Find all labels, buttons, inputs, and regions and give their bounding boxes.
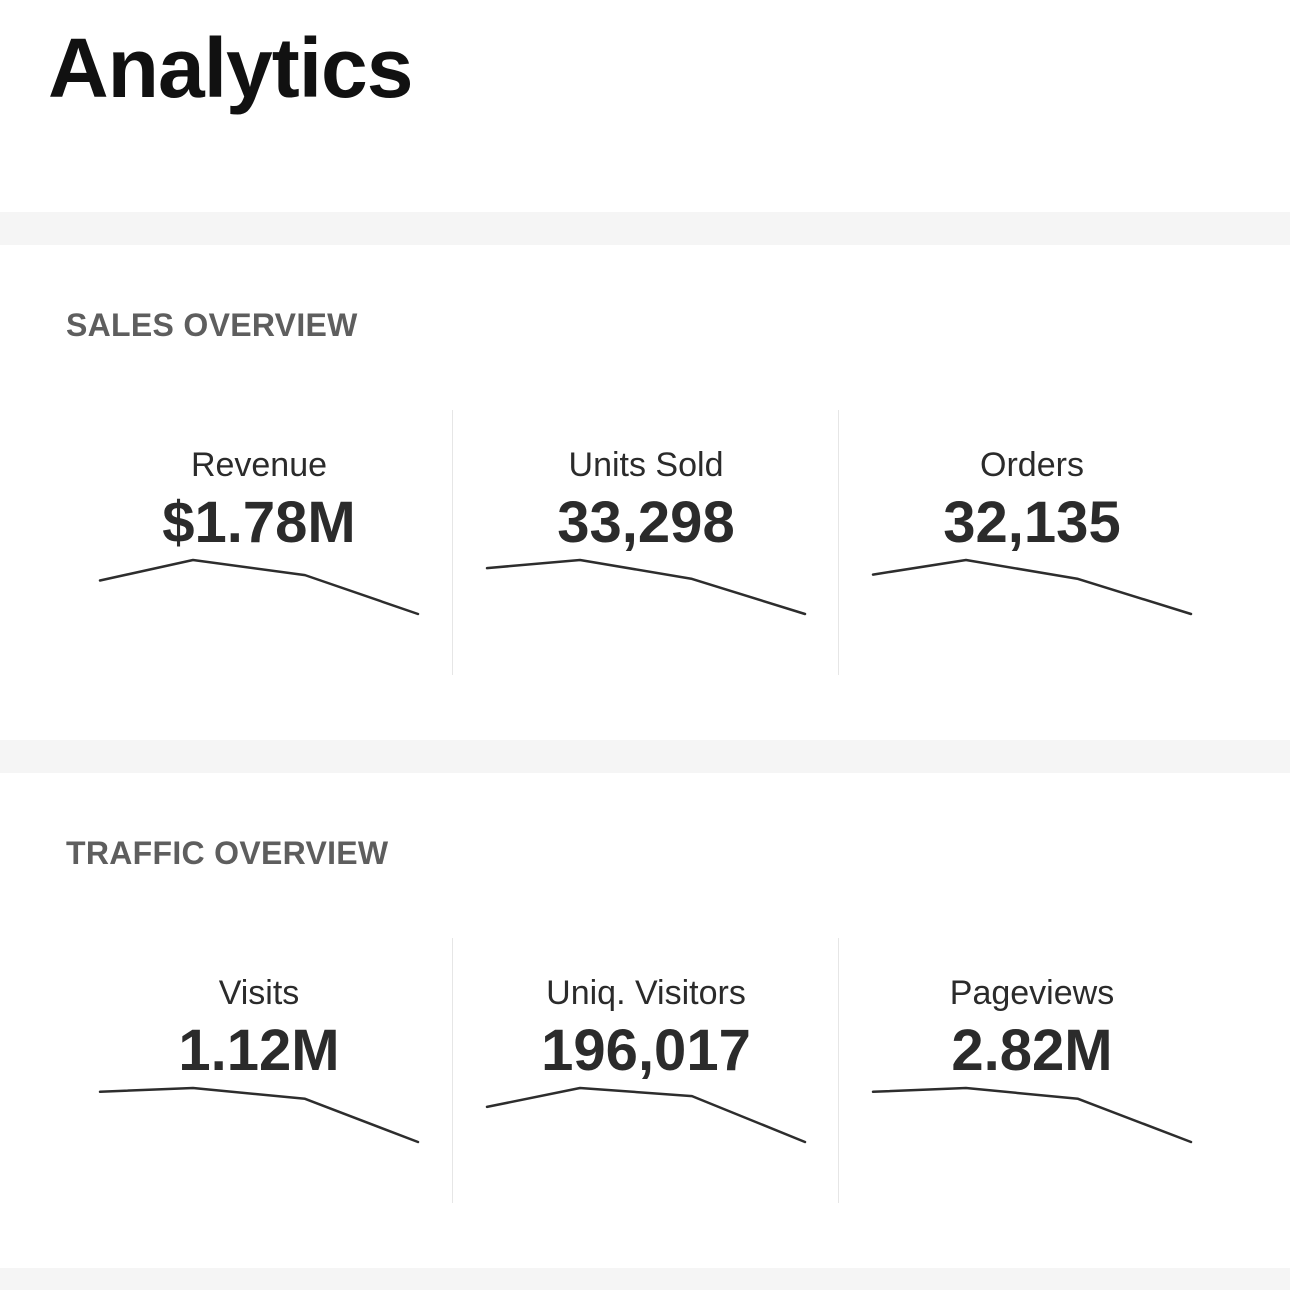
- metric-visits[interactable]: Visits 1.12M: [66, 938, 452, 1203]
- traffic-overview-section: TRAFFIC OVERVIEW Visits 1.12M Uniq. Visi…: [0, 773, 1290, 1268]
- sales-overview-section: SALES OVERVIEW Revenue $1.78M Units Sold…: [0, 245, 1290, 740]
- sparkline-line: [871, 1086, 1193, 1144]
- metric-label: Visits: [218, 974, 300, 1012]
- metric-value: 33,298: [557, 490, 735, 555]
- metric-value: 2.82M: [951, 1018, 1113, 1083]
- section-divider: [0, 1268, 1290, 1290]
- metric-value: 32,135: [943, 490, 1121, 555]
- section-divider: [0, 212, 1290, 245]
- sparkline-line: [98, 558, 420, 616]
- metric-label: Uniq. Visitors: [546, 974, 746, 1012]
- sparkline-line: [485, 558, 807, 616]
- metric-value: 196,017: [541, 1018, 751, 1083]
- metric-pageviews[interactable]: Pageviews 2.82M: [838, 938, 1225, 1203]
- unique-visitors-sparkline: [485, 1086, 807, 1144]
- visits-sparkline: [98, 1086, 420, 1144]
- metric-units-sold[interactable]: Units Sold 33,298: [452, 410, 839, 675]
- page-title: Analytics: [48, 21, 413, 115]
- metric-value: 1.12M: [178, 1018, 340, 1083]
- metric-label: Revenue: [190, 446, 328, 484]
- metric-value: $1.78M: [162, 490, 356, 555]
- units-sold-sparkline: [485, 558, 807, 616]
- pageviews-sparkline: [871, 1086, 1193, 1144]
- metric-revenue[interactable]: Revenue $1.78M: [66, 410, 452, 675]
- sparkline-line: [98, 1086, 420, 1144]
- metric-orders[interactable]: Orders 32,135: [838, 410, 1225, 675]
- sparkline-line: [485, 1086, 807, 1144]
- metric-label: Orders: [980, 446, 1084, 484]
- sparkline-line: [871, 558, 1193, 616]
- revenue-sparkline: [98, 558, 420, 616]
- section-divider: [0, 740, 1290, 773]
- metric-label: Pageviews: [949, 974, 1115, 1012]
- sales-overview-title: SALES OVERVIEW: [66, 307, 358, 343]
- metric-label: Units Sold: [568, 446, 724, 484]
- metric-unique-visitors[interactable]: Uniq. Visitors 196,017: [452, 938, 839, 1203]
- traffic-overview-title: TRAFFIC OVERVIEW: [66, 835, 389, 871]
- orders-sparkline: [871, 558, 1193, 616]
